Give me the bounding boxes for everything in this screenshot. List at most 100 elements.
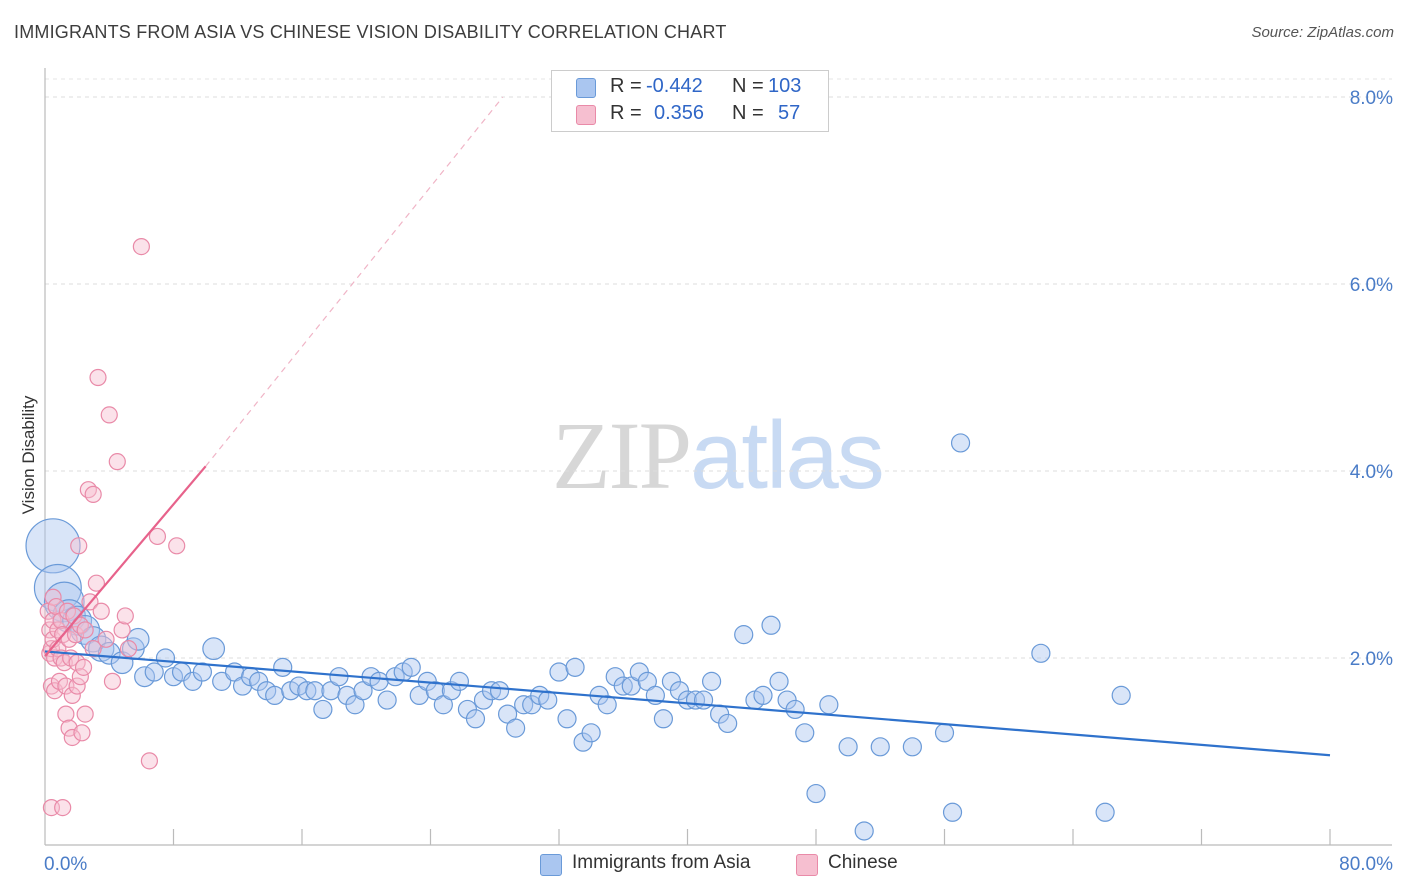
data-point-chinese — [70, 537, 88, 555]
trendline-chinese-extension — [205, 96, 504, 467]
y-tick-label: 6.0% — [1350, 275, 1393, 296]
data-point-asia — [192, 662, 213, 682]
legend-r-value: -0.442 — [646, 75, 703, 97]
tick-labels: 2.0% 4.0% 6.0% 8.0% 0.0% 80.0% — [44, 88, 1393, 875]
data-point-chinese — [148, 527, 167, 546]
bottom-legend-swatch-pink — [796, 854, 818, 876]
data-point-asia — [819, 695, 839, 715]
data-point-asia — [1031, 643, 1051, 663]
data-point-asia — [1095, 802, 1115, 822]
data-point-chinese — [87, 574, 106, 592]
data-point-asia — [795, 723, 815, 743]
data-point-asia — [155, 648, 176, 668]
data-point-asia — [785, 699, 805, 720]
data-point-chinese — [76, 705, 94, 723]
data-point-asia — [305, 681, 325, 701]
data-point-chinese — [52, 611, 70, 630]
data-point-chinese — [71, 668, 89, 686]
data-point-asia — [854, 821, 874, 841]
x-tick-label-min: 0.0% — [44, 854, 87, 875]
data-point-asia — [870, 737, 890, 757]
trendline-asia — [44, 650, 1331, 757]
bottom-legend-label: Immigrants from Asia — [572, 852, 751, 873]
data-point-asia — [144, 662, 164, 682]
data-point-chinese — [168, 537, 186, 555]
data-point-chinese — [132, 238, 150, 256]
data-point-asia — [557, 709, 577, 729]
data-point-chinese — [140, 752, 159, 770]
data-point-asia — [506, 718, 526, 738]
source-credit: Source: ZipAtlas.com — [1251, 24, 1394, 41]
data-point-asia — [313, 699, 333, 720]
data-point-asia — [761, 615, 781, 635]
data-point-chinese — [76, 621, 94, 639]
data-point-chinese — [65, 607, 83, 625]
legend-n-label: N = — [732, 102, 764, 124]
watermark-zip: ZIP — [552, 402, 692, 509]
data-point-asia — [1111, 685, 1131, 706]
data-point-asia — [902, 737, 922, 757]
data-point-asia — [653, 709, 674, 729]
data-point-chinese — [73, 724, 91, 742]
data-point-asia — [97, 641, 121, 665]
data-point-chinese — [119, 640, 138, 658]
data-point-asia — [581, 723, 601, 743]
data-point-asia — [597, 695, 617, 715]
legend-r-label: R = — [610, 102, 642, 124]
data-point-asia — [693, 690, 714, 710]
legend-n-value: 57 — [778, 102, 801, 124]
data-point-chinese — [44, 588, 62, 606]
data-point-chinese — [42, 677, 61, 695]
data-point-chinese — [54, 798, 72, 817]
watermark: ZIPatlas — [552, 400, 885, 511]
data-point-chinese — [46, 682, 64, 700]
data-point-asia — [753, 685, 773, 706]
data-point-asia — [514, 695, 534, 715]
data-point-asia — [701, 671, 722, 691]
data-point-asia — [950, 433, 971, 453]
legend-swatch-blue — [576, 78, 596, 98]
data-point-chinese — [84, 485, 102, 503]
data-point-asia — [43, 581, 85, 623]
legend-r-value: 0.356 — [654, 102, 705, 124]
data-point-asia — [838, 737, 858, 757]
data-point-chinese — [92, 602, 110, 620]
data-point-asia — [126, 627, 150, 651]
grid-lines — [45, 78, 1392, 659]
bottom-legend-label: Chinese — [828, 852, 898, 873]
data-point-chinese — [89, 368, 107, 387]
axes — [44, 68, 1392, 846]
data-point-asia — [613, 676, 633, 696]
data-point-chinese — [63, 728, 81, 747]
data-point-asia — [25, 518, 81, 574]
watermark-atlas: atlas — [690, 402, 885, 509]
legend-n-value: 103 — [768, 75, 802, 97]
data-point-chinese — [79, 481, 97, 499]
data-point-chinese — [100, 406, 118, 424]
data-point-chinese — [57, 705, 75, 723]
bottom-legend-swatch-blue — [540, 854, 562, 876]
data-point-chinese — [68, 677, 86, 695]
data-point-asia — [806, 783, 826, 804]
data-point-asia — [369, 671, 389, 691]
data-point-asia — [265, 685, 285, 706]
data-point-asia — [769, 671, 789, 691]
data-point-chinese — [116, 607, 134, 625]
legend-swatch-pink — [576, 105, 596, 125]
y-tick-label: 4.0% — [1350, 462, 1393, 483]
y-tick-label: 8.0% — [1350, 88, 1393, 109]
data-point-asia — [465, 709, 486, 729]
data-point-asia — [212, 671, 232, 691]
data-point-asia — [734, 625, 754, 645]
trendline-chinese — [44, 465, 207, 657]
chart-title: IMMIGRANTS FROM ASIA VS CHINESE VISION D… — [14, 22, 727, 42]
trend-extension-layer — [205, 96, 504, 467]
data-point-asia — [134, 666, 156, 688]
data-point-chinese — [103, 672, 122, 690]
data-point-asia — [377, 690, 397, 710]
data-point-chinese — [74, 658, 93, 676]
legend-n-label: N = — [732, 75, 764, 97]
series-immigrants-from-asia — [25, 433, 1131, 841]
trend-lines — [44, 465, 1331, 757]
